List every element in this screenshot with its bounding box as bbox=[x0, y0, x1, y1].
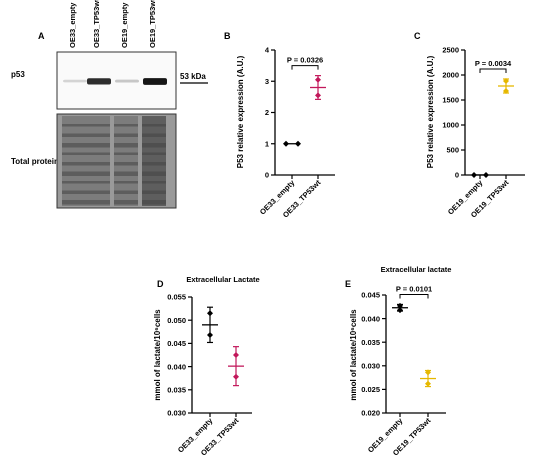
p53-band bbox=[87, 78, 111, 85]
y-tick-label: 2500 bbox=[442, 46, 459, 55]
data-point bbox=[283, 140, 289, 147]
panel-a-letter: A bbox=[38, 31, 45, 41]
p53-band bbox=[143, 78, 167, 85]
p53-band bbox=[63, 79, 87, 83]
y-tick-label: 1 bbox=[265, 139, 269, 148]
y-tick-label: 0.045 bbox=[361, 291, 380, 300]
y-axis-label: P53 relative expression (A.U.) bbox=[236, 55, 245, 168]
y-tick-label: 0.040 bbox=[361, 314, 380, 323]
y-tick-label: 0.025 bbox=[361, 385, 380, 394]
y-tick-label: 0.050 bbox=[167, 316, 186, 325]
total-protein-row-label: Total protein bbox=[11, 157, 59, 166]
panel-letter: C bbox=[414, 31, 421, 41]
y-tick-label: 0.030 bbox=[167, 409, 186, 418]
p-value-label: P = 0.0034 bbox=[475, 59, 512, 68]
data-point bbox=[503, 88, 509, 94]
data-point bbox=[425, 369, 431, 376]
y-tick-label: 0.030 bbox=[361, 362, 380, 371]
y-tick-label: 0.040 bbox=[167, 362, 186, 371]
significance-bracket bbox=[399, 293, 429, 299]
y-axis-label: P53 relative expression (A.U.) bbox=[426, 55, 435, 168]
y-tick-label: 0.035 bbox=[167, 386, 186, 395]
marker-label: 53 kDa bbox=[180, 72, 206, 81]
panel-e: E Extracellular lactate 0.020 0.025 0.030 0.0… bbox=[345, 265, 451, 457]
data-point bbox=[233, 352, 239, 358]
data-point bbox=[315, 76, 321, 83]
data-point bbox=[483, 171, 489, 178]
lane-label: OE19_TP53wt bbox=[148, 0, 157, 48]
panel-d: D Extracellular Lactate 0.030 0.035 0.040 0.0… bbox=[153, 275, 260, 457]
data-point bbox=[503, 78, 509, 84]
y-tick-label: 1500 bbox=[442, 96, 459, 105]
y-axis-label: mmol of lactate/10⁶cells bbox=[349, 309, 358, 401]
panel-a: A OE33_empty OE33_TP53wt OE19_empty OE19_TP… bbox=[11, 0, 208, 209]
y-tick-label: 0.045 bbox=[167, 339, 186, 348]
data-point bbox=[397, 307, 403, 314]
data-point bbox=[207, 332, 213, 339]
data-point bbox=[471, 171, 477, 178]
significance-bracket bbox=[479, 68, 507, 73]
data-point bbox=[207, 310, 213, 317]
panel-letter: B bbox=[224, 31, 231, 41]
chart-title: Extracellular lactate bbox=[381, 265, 452, 274]
panel-c: C 0 500 1000 1500 2000 2500 P53 relative expres… bbox=[414, 31, 525, 219]
data-point bbox=[295, 140, 301, 147]
p53-band bbox=[115, 79, 139, 83]
total-protein-blot bbox=[56, 113, 177, 209]
y-tick-label: 0 bbox=[265, 171, 269, 180]
data-point bbox=[425, 380, 431, 387]
p53-bands bbox=[63, 78, 167, 85]
panel-letter: E bbox=[345, 279, 351, 289]
significance-bracket bbox=[291, 65, 319, 70]
y-tick-label: 1000 bbox=[442, 121, 459, 130]
y-tick-label: 2 bbox=[265, 108, 269, 117]
y-tick-label: 0.055 bbox=[167, 293, 186, 302]
y-tick-label: 500 bbox=[446, 146, 459, 155]
y-tick-label: 0.020 bbox=[361, 409, 380, 418]
y-tick-label: 0.035 bbox=[361, 338, 380, 347]
p53-row-label: p53 bbox=[11, 70, 25, 79]
y-axis-label: mmol of lactate/10⁶cells bbox=[153, 309, 162, 401]
lane-label: OE19_empty bbox=[120, 2, 129, 48]
lane-label: OE33_TP53wt bbox=[92, 0, 101, 48]
lane-label: OE33_empty bbox=[68, 2, 77, 48]
panel-letter: D bbox=[157, 279, 164, 289]
data-point bbox=[233, 373, 239, 380]
y-tick-label: 0 bbox=[455, 171, 459, 180]
p-value-label: P = 0.0101 bbox=[396, 284, 432, 293]
y-tick-label: 3 bbox=[265, 77, 269, 86]
chart-title: Extracellular Lactate bbox=[186, 275, 259, 284]
y-tick-label: 2000 bbox=[442, 71, 459, 80]
lane-labels: OE33_empty OE33_TP53wt OE19_empty OE19_TP53… bbox=[68, 0, 157, 48]
data-point bbox=[315, 92, 321, 99]
p-value-label: P = 0.0326 bbox=[287, 56, 323, 65]
data-point bbox=[397, 302, 403, 309]
y-tick-label: 4 bbox=[265, 46, 270, 55]
